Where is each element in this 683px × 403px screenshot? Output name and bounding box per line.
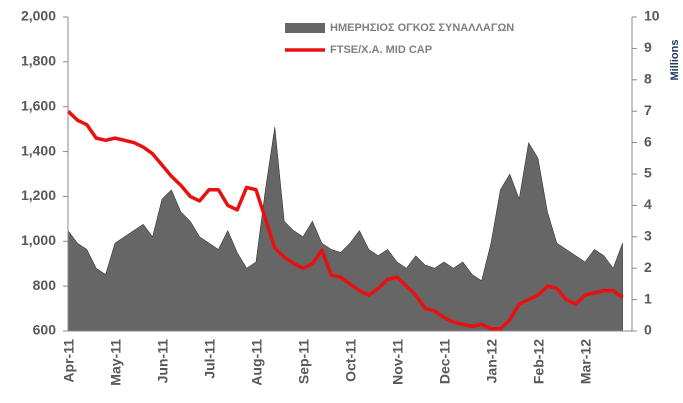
y-tick-label: 2,000 [21, 8, 56, 24]
x-tick-label: Jun-11 [155, 339, 171, 384]
y-tick-label: 1,000 [21, 232, 56, 248]
x-tick-label: Aug-11 [249, 339, 265, 386]
index-line [66, 109, 624, 331]
y2-tick-label: 2 [644, 259, 652, 275]
y2-tick-label: 9 [644, 39, 652, 55]
y2-tick-label: 8 [644, 71, 652, 87]
y-tick-label: 1,200 [21, 187, 56, 203]
legend-label: FTSE/Χ.Α. MID CAP [330, 44, 432, 56]
x-tick-label: Sep-11 [296, 339, 312, 384]
y-tick-label: 1,600 [21, 97, 56, 113]
y2-tick-label: 0 [644, 322, 652, 338]
y2-axis-label: Millions [669, 40, 681, 81]
y-tick-label: 600 [33, 322, 57, 338]
y-tick-label: 1,400 [21, 142, 56, 158]
x-tick-label: Apr-11 [61, 339, 77, 383]
x-tick-label: Jan-12 [484, 339, 500, 384]
legend-swatch [285, 23, 325, 33]
y2-tick-label: 3 [644, 228, 652, 244]
y2-tick-label: 1 [644, 290, 652, 306]
x-tick-label: Jul-11 [202, 339, 218, 379]
x-tick-label: May-11 [108, 339, 124, 386]
y2-tick-label: 10 [644, 8, 660, 24]
y2-tick-label: 6 [644, 133, 652, 149]
x-tick-label: Nov-11 [390, 339, 406, 385]
x-tick-label: Feb-12 [531, 339, 547, 384]
y-tick-label: 1,800 [21, 53, 56, 69]
y-tick-label: 800 [33, 277, 57, 293]
x-tick-label: Oct-11 [343, 339, 359, 382]
x-tick-label: Dec-11 [437, 339, 453, 384]
x-tick-label: Mar-12 [578, 339, 594, 384]
legend-label: ΗΜΕΡΗΣΙΟΣ ΟΓΚΟΣ ΣΥΝΑΛΛΑΓΩΝ [330, 22, 514, 34]
y2-tick-label: 5 [644, 165, 652, 181]
y2-tick-label: 4 [644, 196, 652, 212]
y2-tick-label: 7 [644, 102, 652, 118]
volume-area [67, 126, 623, 332]
